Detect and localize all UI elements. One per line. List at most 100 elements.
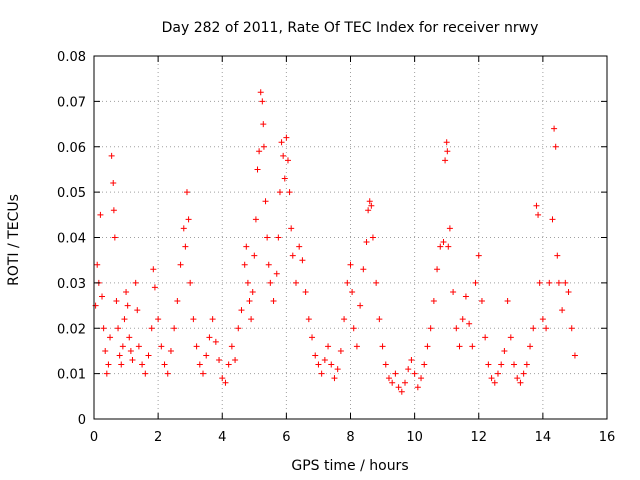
data-point: [353, 343, 360, 350]
y-tick-label: 0.08: [57, 50, 86, 65]
data-point: [405, 366, 412, 373]
data-point: [402, 379, 409, 386]
y-tick-label: 0: [78, 413, 86, 428]
data-point: [462, 293, 469, 300]
data-point: [257, 89, 264, 96]
data-point: [238, 307, 245, 314]
data-point: [252, 216, 259, 223]
data-point: [376, 316, 383, 323]
data-point: [437, 243, 444, 250]
data-point: [209, 316, 216, 323]
data-point: [442, 157, 449, 164]
data-point: [456, 343, 463, 350]
data-point: [142, 370, 149, 377]
data-point: [225, 361, 232, 368]
data-point: [124, 302, 131, 309]
data-point: [488, 375, 495, 382]
data-point: [421, 361, 428, 368]
data-point: [527, 343, 534, 350]
x-tick-label: 2: [154, 430, 162, 445]
data-point: [368, 202, 375, 209]
x-tick-label: 8: [346, 430, 354, 445]
data-point: [228, 343, 235, 350]
data-point: [427, 325, 434, 332]
data-point: [260, 121, 267, 128]
data-point: [286, 189, 293, 196]
data-point: [180, 225, 187, 232]
data-point: [349, 288, 356, 295]
data-point: [325, 343, 332, 350]
data-point: [318, 370, 325, 377]
data-point: [366, 198, 373, 205]
data-point: [331, 375, 338, 382]
x-tick-label: 0: [90, 430, 98, 445]
data-point: [158, 343, 165, 350]
x-tick-label: 10: [406, 430, 423, 445]
data-point: [212, 338, 219, 345]
data-point: [196, 361, 203, 368]
data-point: [443, 139, 450, 146]
data-point: [116, 352, 123, 359]
data-point: [535, 211, 542, 218]
data-point: [278, 139, 285, 146]
data-point: [105, 361, 112, 368]
data-point: [183, 189, 190, 196]
x-tick-label: 16: [599, 430, 616, 445]
x-axis-label: GPS time / hours: [291, 458, 408, 474]
data-point: [139, 361, 146, 368]
data-point: [254, 166, 261, 173]
data-point: [103, 370, 110, 377]
data-point: [283, 134, 290, 141]
data-point: [264, 234, 271, 241]
data-point: [248, 316, 255, 323]
data-point: [249, 288, 256, 295]
data-point: [507, 334, 514, 341]
data-point: [150, 266, 157, 273]
data-point: [511, 361, 518, 368]
data-point: [482, 334, 489, 341]
data-point: [514, 375, 521, 382]
data-point: [565, 288, 572, 295]
x-tick-label: 14: [535, 430, 552, 445]
data-point: [395, 384, 402, 391]
y-tick-label: 0.03: [57, 277, 86, 292]
data-point: [373, 279, 380, 286]
data-point: [280, 152, 287, 159]
data-point: [132, 279, 139, 286]
data-point: [129, 357, 136, 364]
data-point: [127, 347, 134, 354]
data-point: [182, 243, 189, 250]
data-point: [392, 370, 399, 377]
data-point: [494, 370, 501, 377]
data-point: [334, 366, 341, 373]
data-point: [475, 252, 482, 259]
data-point: [232, 357, 239, 364]
data-point: [244, 279, 251, 286]
data-point: [216, 357, 223, 364]
data-point: [543, 325, 550, 332]
data-point: [466, 320, 473, 327]
data-point: [94, 261, 101, 268]
data-point: [309, 334, 316, 341]
data-point: [546, 279, 553, 286]
data-point: [262, 198, 269, 205]
x-tick-label: 12: [470, 430, 487, 445]
data-point: [302, 288, 309, 295]
data-point: [276, 189, 283, 196]
data-point: [167, 347, 174, 354]
data-point: [118, 361, 125, 368]
data-point: [459, 316, 466, 323]
data-point: [434, 266, 441, 273]
data-point: [145, 352, 152, 359]
data-point: [337, 347, 344, 354]
data-point: [549, 216, 556, 223]
data-point: [350, 325, 357, 332]
data-point: [446, 225, 453, 232]
y-tick-label: 0.06: [57, 141, 86, 156]
data-point: [418, 375, 425, 382]
data-point: [389, 379, 396, 386]
data-point: [321, 357, 328, 364]
data-point: [219, 375, 226, 382]
chart-title: Day 282 of 2011, Rate Of TEC Index for r…: [162, 20, 539, 36]
data-point: [315, 361, 322, 368]
